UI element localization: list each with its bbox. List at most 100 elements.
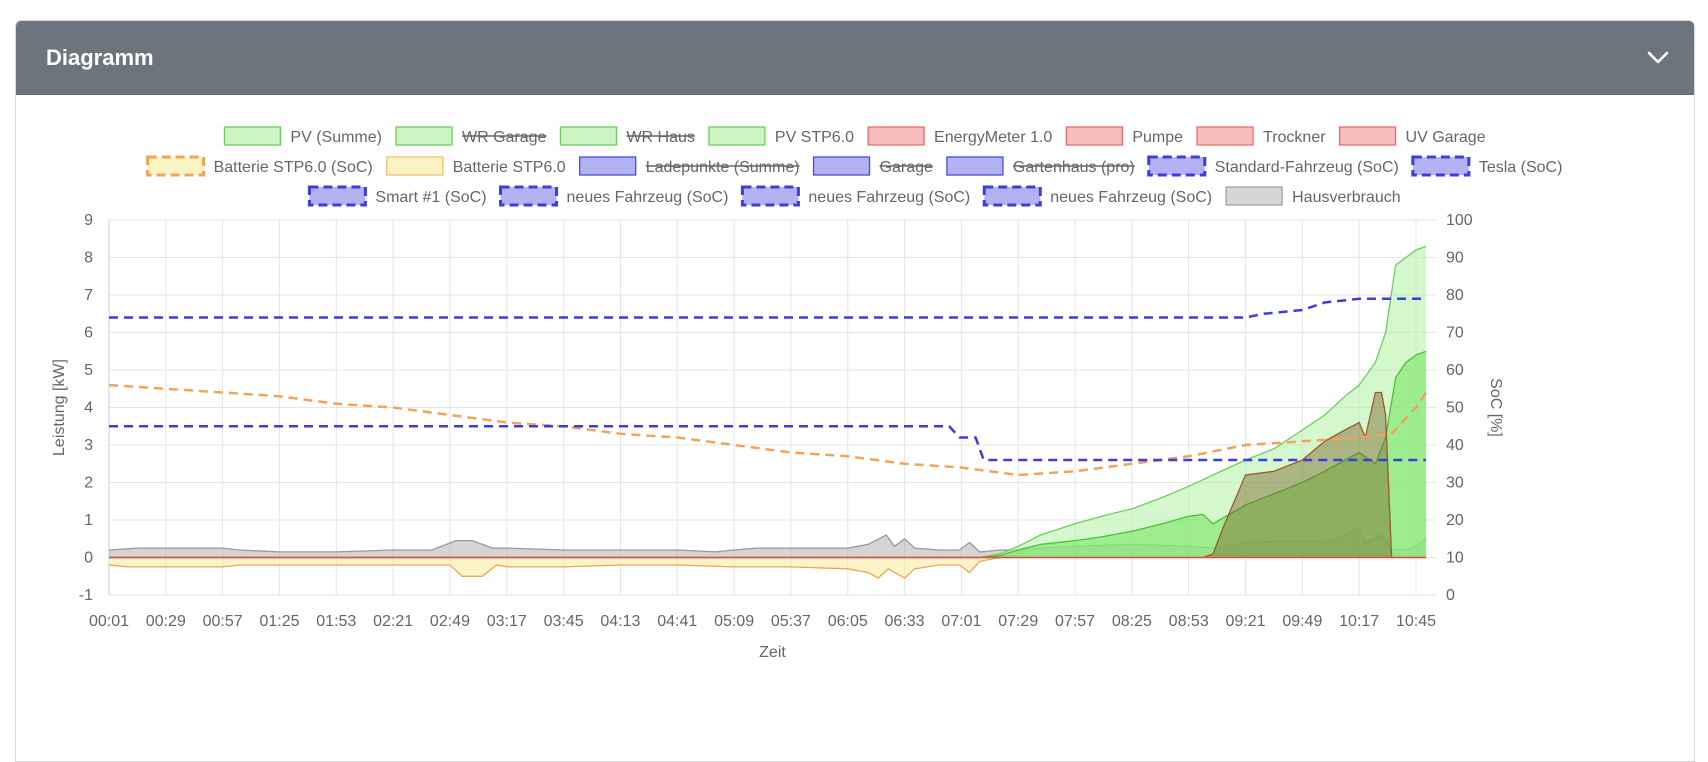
x-tick-label: 09:21 bbox=[1225, 613, 1265, 630]
legend-label-batterie-stp6-0-soc[interactable]: Batterie STP6.0 (SoC) bbox=[214, 159, 373, 176]
y-tick-label: 1 bbox=[84, 512, 93, 529]
x-tick-label: 03:17 bbox=[487, 613, 527, 630]
x-tick-label: 03:45 bbox=[544, 613, 584, 630]
legend-swatch-batterie-stp6-0[interactable] bbox=[386, 156, 444, 176]
y2-axis-title: SoC [%] bbox=[1487, 378, 1504, 437]
y2-tick-label: 0 bbox=[1446, 587, 1455, 604]
y-tick-label: 6 bbox=[84, 325, 93, 342]
card-header[interactable]: Diagramm bbox=[16, 21, 1694, 95]
legend-swatch-wr-garage[interactable] bbox=[395, 126, 453, 146]
legend-swatch-standard-fahrzeug-soc[interactable] bbox=[1147, 155, 1207, 177]
legend-label-gartenhaus-pro[interactable]: Gartenhaus (pro) bbox=[1013, 159, 1135, 176]
legend-label-trockner[interactable]: Trockner bbox=[1263, 129, 1326, 146]
y-tick-label: 5 bbox=[84, 362, 93, 379]
x-tick-label: 04:13 bbox=[600, 613, 640, 630]
legend-swatch-pv-stp6-0[interactable] bbox=[708, 126, 766, 146]
y2-tick-label: 80 bbox=[1446, 287, 1464, 304]
x-tick-label: 06:05 bbox=[828, 613, 868, 630]
x-tick-label: 10:45 bbox=[1396, 613, 1436, 630]
chevron-down-icon[interactable] bbox=[1646, 46, 1670, 70]
y2-tick-label: 60 bbox=[1446, 362, 1464, 379]
series-line-batterie-stp6-0-soc bbox=[108, 383, 1428, 477]
x-tick-label: 05:09 bbox=[714, 613, 754, 630]
y-axis-title: Leistung [kW] bbox=[51, 359, 68, 456]
legend-swatch-neues-fahrzeug-soc[interactable] bbox=[982, 185, 1042, 207]
legend-swatch-batterie-stp6-0-soc[interactable] bbox=[146, 155, 206, 177]
y-tick-label: -1 bbox=[79, 587, 93, 604]
legend-swatch-garage[interactable] bbox=[812, 156, 871, 176]
series-area-batterie-stp6-0 bbox=[109, 557, 1427, 579]
legend-label-pv-summe[interactable]: PV (Summe) bbox=[290, 129, 382, 146]
legend-label-wr-garage[interactable]: WR Garage bbox=[462, 129, 547, 146]
x-tick-label: 01:53 bbox=[316, 613, 356, 630]
x-tick-label: 07:01 bbox=[941, 613, 981, 630]
y-tick-label: 4 bbox=[84, 400, 93, 417]
legend-swatch-neues-fahrzeug-soc[interactable] bbox=[499, 185, 559, 207]
legend-label-pumpe[interactable]: Pumpe bbox=[1132, 129, 1183, 146]
legend-label-hausverbrauch[interactable]: Hausverbrauch bbox=[1292, 189, 1401, 206]
y-tick-label: 8 bbox=[84, 250, 93, 267]
y2-tick-label: 20 bbox=[1446, 512, 1464, 529]
legend-swatch-smart-1-soc[interactable] bbox=[307, 185, 367, 207]
legend-swatch-neues-fahrzeug-soc[interactable] bbox=[740, 185, 800, 207]
legend-swatch-tesla-soc[interactable] bbox=[1411, 155, 1471, 177]
x-tick-label: 05:37 bbox=[771, 613, 811, 630]
legend-swatch-energymeter-1-0[interactable] bbox=[867, 126, 925, 146]
legend-swatch-pv-summe[interactable] bbox=[223, 126, 282, 146]
y2-tick-label: 100 bbox=[1446, 212, 1473, 229]
x-tick-label: 06:33 bbox=[885, 613, 925, 630]
diagram-card: Diagramm -1 0 1 2 3 4 5 6 7 8 9 0 10 20 30 40 50 60 70 80 90… bbox=[15, 20, 1695, 762]
y2-tick-label: 40 bbox=[1446, 437, 1464, 454]
x-tick-label: 02:49 bbox=[430, 613, 470, 630]
legend-swatch-ladepunkte-summe[interactable] bbox=[579, 156, 637, 176]
legend-label-standard-fahrzeug-soc[interactable]: Standard-Fahrzeug (SoC) bbox=[1215, 159, 1399, 176]
x-tick-label: 09:49 bbox=[1282, 613, 1322, 630]
series-area-energymeter-1-0 bbox=[109, 392, 1427, 558]
legend-label-ladepunkte-summe[interactable]: Ladepunkte (Summe) bbox=[646, 159, 800, 176]
x-tick-label: 04:41 bbox=[657, 613, 697, 630]
legend-label-neues-fahrzeug-soc[interactable]: neues Fahrzeug (SoC) bbox=[567, 189, 729, 206]
series-line-batterie-stp6-0 bbox=[108, 556, 1427, 579]
y-tick-label: 0 bbox=[84, 550, 93, 567]
series-area-pv-summe bbox=[109, 246, 1427, 558]
legend-label-tesla-soc[interactable]: Tesla (SoC) bbox=[1479, 159, 1563, 176]
y-tick-label: 3 bbox=[84, 437, 93, 454]
series-line-standard-fahrzeug-soc bbox=[109, 425, 1427, 462]
y-tick-label: 2 bbox=[84, 475, 93, 492]
y2-tick-label: 50 bbox=[1446, 400, 1464, 417]
legend-swatch-wr-haus[interactable] bbox=[559, 126, 618, 146]
legend-label-energymeter-1-0[interactable]: EnergyMeter 1.0 bbox=[934, 129, 1052, 146]
x-tick-label: 08:53 bbox=[1169, 613, 1209, 630]
y2-tick-label: 90 bbox=[1446, 250, 1464, 267]
legend-label-smart-1-soc[interactable]: Smart #1 (SoC) bbox=[375, 189, 486, 206]
legend-swatch-uv-garage[interactable] bbox=[1338, 126, 1397, 146]
legend-label-pv-stp6-0[interactable]: PV STP6.0 bbox=[775, 129, 854, 146]
legend-label-wr-haus[interactable]: WR Haus bbox=[626, 129, 694, 146]
legend-swatch-hausverbrauch[interactable] bbox=[1225, 186, 1283, 206]
legend-label-neues-fahrzeug-soc[interactable]: neues Fahrzeug (SoC) bbox=[1050, 189, 1212, 206]
x-tick-label: 08:25 bbox=[1112, 613, 1152, 630]
x-tick-label: 00:01 bbox=[89, 613, 129, 630]
x-tick-label: 01:25 bbox=[259, 613, 299, 630]
card-title: Diagramm bbox=[46, 44, 154, 70]
legend-swatch-trockner[interactable] bbox=[1196, 126, 1254, 146]
legend-label-batterie-stp6-0[interactable]: Batterie STP6.0 bbox=[453, 159, 566, 176]
y2-tick-label: 10 bbox=[1446, 550, 1464, 567]
legend-label-neues-fahrzeug-soc[interactable]: neues Fahrzeug (SoC) bbox=[808, 189, 970, 206]
series-line-tesla-soc bbox=[109, 297, 1427, 319]
legend-swatch-gartenhaus-pro[interactable] bbox=[946, 156, 1004, 176]
x-tick-label: 07:57 bbox=[1055, 613, 1095, 630]
legend-label-uv-garage[interactable]: UV Garage bbox=[1406, 129, 1486, 146]
x-axis-title: Zeit bbox=[759, 644, 786, 661]
x-tick-label: 07:29 bbox=[998, 613, 1038, 630]
y-tick-label: 9 bbox=[84, 212, 93, 229]
x-tick-label: 02:21 bbox=[373, 613, 413, 630]
y2-tick-label: 30 bbox=[1446, 475, 1464, 492]
x-tick-label: 00:57 bbox=[203, 613, 243, 630]
x-tick-label: 10:17 bbox=[1339, 613, 1379, 630]
series-line-energymeter-1-0 bbox=[109, 391, 1427, 559]
legend-label-garage[interactable]: Garage bbox=[880, 159, 933, 176]
x-tick-label: 00:29 bbox=[146, 613, 186, 630]
legend-swatch-pumpe[interactable] bbox=[1065, 126, 1123, 146]
